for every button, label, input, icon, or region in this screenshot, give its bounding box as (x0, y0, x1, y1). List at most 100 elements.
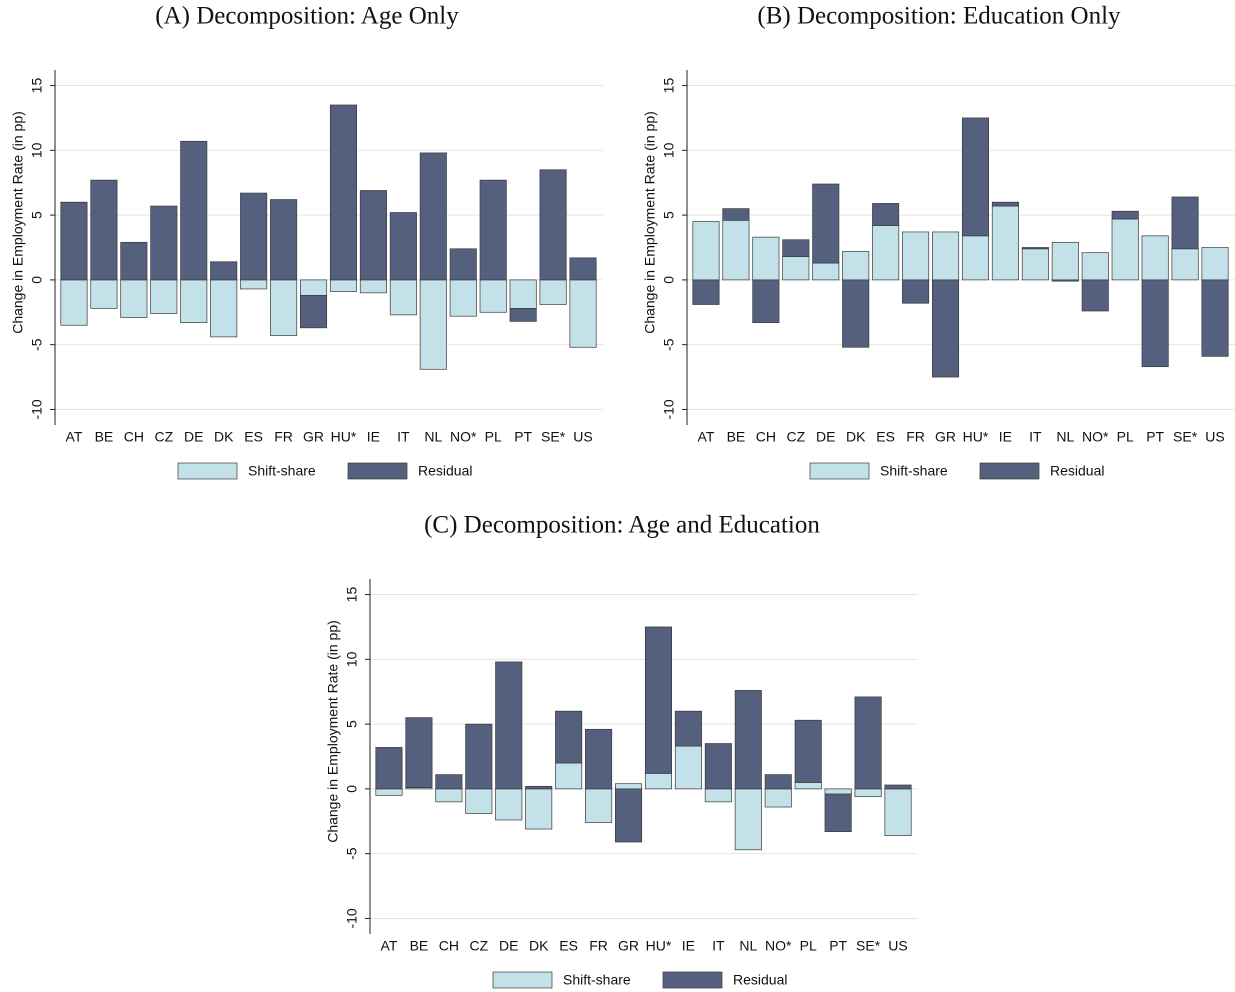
x-tick-label: PL (485, 429, 502, 445)
bar-segment (1021, 248, 1049, 281)
bar-segment (359, 190, 387, 281)
bar-segment (210, 261, 238, 281)
bar-segment (479, 279, 507, 313)
bar-segment (449, 279, 477, 317)
bar-segment (495, 788, 523, 821)
bar-segment (842, 251, 870, 281)
bar-segment (884, 788, 912, 836)
x-tick-label: IE (682, 938, 695, 954)
x-tick-label: PT (829, 938, 847, 954)
x-tick-label: PL (1117, 429, 1134, 445)
bar-segment (902, 231, 930, 281)
x-tick-label: CH (439, 938, 459, 954)
x-tick-label: HU* (963, 429, 989, 445)
y-tick-label: -10 (344, 908, 360, 928)
bar-segment (752, 279, 780, 323)
x-tick-label: US (1205, 429, 1224, 445)
bar-segment (615, 788, 643, 843)
panel: (C) Decomposition: Age and Education -10 -… (325, 512, 918, 989)
bar-segment (569, 279, 597, 348)
x-tick-label: NO* (1082, 429, 1109, 445)
bar-segment (90, 179, 118, 281)
y-tick-label: -5 (344, 847, 360, 860)
legend-label: Shift-share (248, 463, 316, 479)
bar-segment (782, 256, 810, 281)
bar-segment (419, 279, 447, 370)
x-tick-label: AT (698, 429, 715, 445)
y-axis-label: Change in Employment Rate (in pp) (10, 111, 26, 334)
bar-segment (674, 710, 702, 747)
bar-segment (932, 279, 960, 378)
x-tick-label: HU* (646, 938, 672, 954)
x-tick-label: SE* (1173, 429, 1198, 445)
bar-segment (674, 745, 702, 790)
bar-segment (435, 788, 463, 803)
bar-segment (1081, 252, 1109, 281)
x-tick-label: IE (367, 429, 380, 445)
x-tick-label: ES (876, 429, 895, 445)
x-tick-label: DK (214, 429, 234, 445)
bar-segment (991, 201, 1019, 207)
y-tick-label: -10 (661, 399, 677, 419)
bar-segment (752, 236, 780, 281)
panel-title: (B) Decomposition: Education Only (757, 3, 1121, 30)
legend-swatch (809, 462, 870, 480)
bar-segment (1081, 279, 1109, 312)
x-tick-label: US (888, 938, 907, 954)
y-tick-label: 10 (344, 651, 360, 667)
bar-segment (270, 199, 298, 281)
x-tick-label: FR (589, 938, 608, 954)
bar-segment (1141, 235, 1169, 281)
bar-segment (794, 782, 822, 790)
bar-segment (509, 279, 537, 309)
x-tick-label: SE* (856, 938, 881, 954)
bar-segment (824, 788, 852, 795)
x-tick-label: AT (381, 938, 398, 954)
x-tick-label: BE (727, 429, 746, 445)
x-tick-label: GR (618, 938, 639, 954)
bar-segment (525, 788, 553, 830)
bar-segment (704, 788, 732, 803)
x-tick-label: BE (410, 938, 429, 954)
x-tick-label: DK (846, 429, 866, 445)
bar-segment (764, 788, 792, 808)
bar-segment (375, 747, 403, 790)
legend-label: Shift-share (880, 463, 948, 479)
bar-segment (1111, 218, 1139, 281)
bar-segment (359, 279, 387, 294)
bar-segment (842, 279, 870, 348)
y-tick-label: 10 (29, 142, 45, 158)
bar-segment (180, 279, 208, 323)
bar-segment (812, 183, 840, 264)
x-tick-label: DE (816, 429, 835, 445)
x-tick-label: FR (274, 429, 293, 445)
bar-segment (270, 279, 298, 336)
y-tick-label: -5 (29, 338, 45, 351)
y-tick-label: 15 (344, 587, 360, 603)
y-tick-label: 15 (661, 78, 677, 94)
x-tick-label: NL (1056, 429, 1074, 445)
legend-swatch (347, 462, 408, 480)
panel: (A) Decomposition: Age Only -10 -5 0 5 10 15 Ch… (10, 3, 603, 480)
bar-segment (240, 192, 268, 281)
x-tick-label: CH (756, 429, 776, 445)
bar-segment (734, 788, 762, 851)
x-tick-label: ES (559, 938, 578, 954)
bar-segment (734, 690, 762, 790)
x-tick-label: FR (906, 429, 925, 445)
x-tick-label: IT (397, 429, 410, 445)
y-axis-label: Change in Employment Rate (in pp) (325, 620, 341, 843)
bar-segment (90, 279, 118, 309)
bar-segment (1201, 247, 1229, 281)
legend-swatch (662, 971, 723, 989)
bar-segment (824, 793, 852, 832)
bar-segment (555, 762, 583, 790)
bar-segment (389, 279, 417, 316)
x-tick-label: NL (739, 938, 757, 954)
y-tick-label: -10 (29, 399, 45, 419)
y-tick-label: -5 (661, 338, 677, 351)
bar-segment (1171, 248, 1199, 281)
bar-segment (555, 710, 583, 764)
x-tick-label: DE (184, 429, 203, 445)
bar-segment (495, 661, 523, 790)
